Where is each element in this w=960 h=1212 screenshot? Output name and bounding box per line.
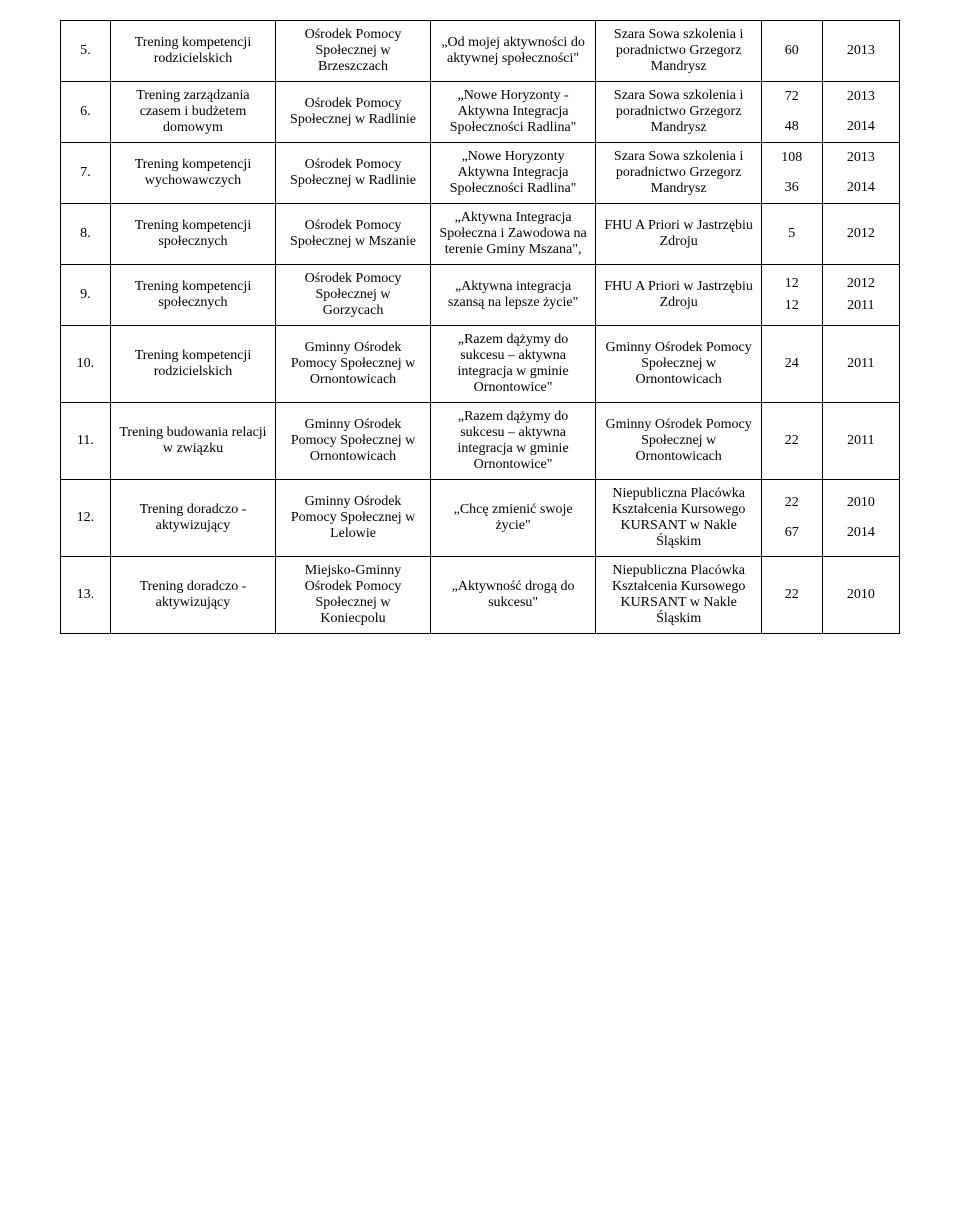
row-number: 9. xyxy=(61,265,111,326)
row-number: 6. xyxy=(61,82,111,143)
value-b: 48 xyxy=(770,119,814,135)
cell-c6: 22 xyxy=(761,557,822,634)
row-number: 10. xyxy=(61,326,111,403)
cell-c5: Gminny Ośrodek Pomocy Społecznej w Ornon… xyxy=(596,326,762,403)
data-table: 5. Trening kompetencji rodzicielskich Oś… xyxy=(60,20,900,634)
cell-c6: 22 67 xyxy=(761,480,822,557)
row-number: 7. xyxy=(61,143,111,204)
cell-c2: Trening kompetencji rodzicielskich xyxy=(110,21,276,82)
value-a: 22 xyxy=(770,495,814,511)
cell-c7: 2011 xyxy=(822,403,899,480)
cell-c7: 2013 2014 xyxy=(822,143,899,204)
cell-c2: Trening zarządzania czasem i budżetem do… xyxy=(110,82,276,143)
cell-c5: Szara Sowa szkolenia i poradnictwo Grzeg… xyxy=(596,21,762,82)
cell-c3: Ośrodek Pomocy Społecznej w Mszanie xyxy=(276,204,431,265)
value-b: 2014 xyxy=(831,525,891,541)
cell-c3: Miejsko-Gminny Ośrodek Pomocy Społecznej… xyxy=(276,557,431,634)
cell-c4: „Nowe Horyzonty - Aktywna Integracja Spo… xyxy=(430,82,596,143)
value-a: 2013 xyxy=(831,150,891,166)
cell-c5: FHU A Priori w Jastrzębiu Zdroju xyxy=(596,265,762,326)
table-row: 7. Trening kompetencji wychowawczych Ośr… xyxy=(61,143,900,204)
cell-c7: 2012 2011 xyxy=(822,265,899,326)
cell-c6: 60 xyxy=(761,21,822,82)
cell-c4: „Aktywna integracja szansą na lepsze życ… xyxy=(430,265,596,326)
cell-c3: Gminny Ośrodek Pomocy Społecznej w Ornon… xyxy=(276,403,431,480)
cell-c2: Trening kompetencji rodzicielskich xyxy=(110,326,276,403)
cell-c4: „Chcę zmienić swoje życie" xyxy=(430,480,596,557)
cell-c2: Trening kompetencji wychowawczych xyxy=(110,143,276,204)
table-row: 5. Trening kompetencji rodzicielskich Oś… xyxy=(61,21,900,82)
value-b: 12 xyxy=(770,298,814,314)
table-row: 6. Trening zarządzania czasem i budżetem… xyxy=(61,82,900,143)
page: 5. Trening kompetencji rodzicielskich Oś… xyxy=(0,0,960,654)
cell-c7: 2013 2014 xyxy=(822,82,899,143)
cell-c5: Niepubliczna Placówka Kształcenia Kursow… xyxy=(596,480,762,557)
cell-c5: Szara Sowa szkolenia i poradnictwo Grzeg… xyxy=(596,82,762,143)
value-b: 2014 xyxy=(831,119,891,135)
cell-c4: „Nowe Horyzonty Aktywna Integracja Społe… xyxy=(430,143,596,204)
table-row: 10. Trening kompetencji rodzicielskich G… xyxy=(61,326,900,403)
cell-c7: 2010 xyxy=(822,557,899,634)
cell-c5: FHU A Priori w Jastrzębiu Zdroju xyxy=(596,204,762,265)
cell-c3: Ośrodek Pomocy Społecznej w Brzeszczach xyxy=(276,21,431,82)
cell-c3: Ośrodek Pomocy Społecznej w Gorzycach xyxy=(276,265,431,326)
cell-c2: Trening kompetencji społecznych xyxy=(110,204,276,265)
cell-c6: 72 48 xyxy=(761,82,822,143)
row-number: 11. xyxy=(61,403,111,480)
value-b: 36 xyxy=(770,180,814,196)
cell-c7: 2013 xyxy=(822,21,899,82)
cell-c4: „Razem dążymy do sukcesu – aktywna integ… xyxy=(430,326,596,403)
cell-c2: Trening doradczo - aktywizujący xyxy=(110,480,276,557)
cell-c6: 5 xyxy=(761,204,822,265)
cell-c3: Gminny Ośrodek Pomocy Społecznej w Lelow… xyxy=(276,480,431,557)
cell-c6: 22 xyxy=(761,403,822,480)
row-number: 5. xyxy=(61,21,111,82)
cell-c7: 2010 2014 xyxy=(822,480,899,557)
cell-c4: „Aktywna Integracja Społeczna i Zawodowa… xyxy=(430,204,596,265)
value-a: 2013 xyxy=(831,89,891,105)
cell-c6: 24 xyxy=(761,326,822,403)
cell-c2: Trening kompetencji społecznych xyxy=(110,265,276,326)
value-b: 2011 xyxy=(831,298,891,314)
table-row: 12. Trening doradczo - aktywizujący Gmin… xyxy=(61,480,900,557)
cell-c5: Gminny Ośrodek Pomocy Społecznej w Ornon… xyxy=(596,403,762,480)
table-row: 13. Trening doradczo - aktywizujący Miej… xyxy=(61,557,900,634)
value-a: 12 xyxy=(770,276,814,292)
cell-c3: Gminny Ośrodek Pomocy Społecznej w Ornon… xyxy=(276,326,431,403)
cell-c4: „Razem dążymy do sukcesu – aktywna integ… xyxy=(430,403,596,480)
cell-c5: Niepubliczna Placówka Kształcenia Kursow… xyxy=(596,557,762,634)
table-row: 9. Trening kompetencji społecznych Ośrod… xyxy=(61,265,900,326)
value-a: 108 xyxy=(770,150,814,166)
cell-c6: 108 36 xyxy=(761,143,822,204)
cell-c4: „Aktywność drogą do sukcesu" xyxy=(430,557,596,634)
value-b: 67 xyxy=(770,525,814,541)
cell-c3: Ośrodek Pomocy Społecznej w Radlinie xyxy=(276,143,431,204)
cell-c2: Trening budowania relacji w związku xyxy=(110,403,276,480)
cell-c3: Ośrodek Pomocy Społecznej w Radlinie xyxy=(276,82,431,143)
table-row: 8. Trening kompetencji społecznych Ośrod… xyxy=(61,204,900,265)
cell-c7: 2012 xyxy=(822,204,899,265)
cell-c4: „Od mojej aktywności do aktywnej społecz… xyxy=(430,21,596,82)
cell-c7: 2011 xyxy=(822,326,899,403)
row-number: 8. xyxy=(61,204,111,265)
value-b: 2014 xyxy=(831,180,891,196)
row-number: 12. xyxy=(61,480,111,557)
table-row: 11. Trening budowania relacji w związku … xyxy=(61,403,900,480)
cell-c6: 12 12 xyxy=(761,265,822,326)
value-a: 2012 xyxy=(831,276,891,292)
value-a: 2010 xyxy=(831,495,891,511)
cell-c2: Trening doradczo - aktywizujący xyxy=(110,557,276,634)
row-number: 13. xyxy=(61,557,111,634)
cell-c5: Szara Sowa szkolenia i poradnictwo Grzeg… xyxy=(596,143,762,204)
value-a: 72 xyxy=(770,89,814,105)
